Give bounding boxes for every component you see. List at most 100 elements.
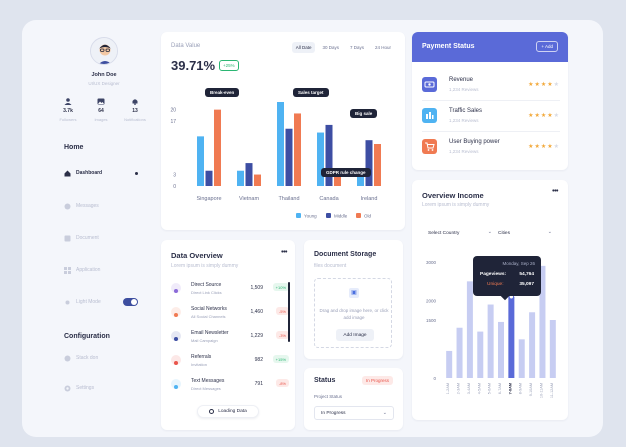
bar	[549, 320, 556, 378]
list-item[interactable]: Email Newsletter Mail Campaign 1,229 -3%	[171, 328, 289, 348]
legend-label: Middle	[334, 214, 348, 219]
bar	[317, 132, 324, 186]
mail-icon	[171, 331, 181, 341]
bar	[285, 128, 293, 186]
add-image-button[interactable]: Add Image	[336, 329, 374, 341]
bar	[456, 327, 463, 378]
avatar[interactable]	[90, 37, 118, 65]
message-icon	[171, 379, 181, 389]
nav-item-settings[interactable]: Settings	[64, 382, 154, 394]
stat-images: 64 Images	[86, 98, 116, 122]
y-tick-label: 20	[170, 108, 176, 114]
loading-data-button[interactable]: Loading Data	[197, 405, 259, 418]
list-item[interactable]: Direct Source Direct Link Clicks 1,509 +10%	[171, 280, 289, 300]
money-icon	[422, 77, 437, 92]
nav-item-stack[interactable]: Stack don	[64, 352, 154, 364]
stack-icon	[64, 355, 71, 362]
bar	[466, 281, 473, 378]
cities-select[interactable]: Cities ⌄	[498, 229, 552, 236]
bar	[277, 102, 284, 186]
x-tick-label: 5-6AM	[488, 383, 492, 394]
nav-item-light-mode[interactable]: Light Mode	[64, 296, 154, 308]
filter-7-days[interactable]: 7 Days	[349, 45, 364, 50]
project-status-select[interactable]: In Progress ⌄	[314, 406, 394, 420]
x-tick-label: 10-11AM	[539, 383, 543, 398]
document-storage-subtitle: files document	[314, 263, 347, 269]
list-item[interactable]: Social Networks All Social Channels 1,460-…	[171, 304, 289, 324]
filter-30-days[interactable]: 30 Days	[322, 45, 339, 50]
user-role: UI/UX Designer	[88, 81, 120, 86]
more-options-icon[interactable]: •••	[281, 249, 287, 256]
status-card: Status In Progress Project Status In Pro…	[304, 368, 403, 430]
y-tick-label: 2000	[426, 299, 437, 304]
list-item[interactable]: Text Messages Direct Messages 791 -8%	[171, 376, 289, 396]
active-indicator	[135, 171, 138, 175]
link-icon	[171, 283, 181, 293]
grid-icon	[64, 266, 71, 274]
bar	[374, 144, 381, 186]
chevron-down-icon: ⌄	[487, 229, 492, 235]
rating-stars: ★★★★★	[528, 113, 560, 119]
image-dropzone[interactable]: ▣ Drag and drop image here, or click add…	[314, 278, 392, 348]
x-tick-label: Ireland	[361, 196, 378, 202]
legend-swatch	[296, 213, 301, 218]
users-icon	[171, 355, 181, 365]
bar	[446, 350, 453, 378]
message-icon	[64, 203, 71, 210]
bar	[294, 113, 301, 186]
bar	[518, 339, 525, 378]
payment-row-revenue[interactable]: Revenue 1,234 Reviews ★★★★★	[422, 75, 560, 95]
document-storage-title: Document Storage	[314, 251, 377, 258]
bar	[237, 170, 244, 186]
bar	[205, 170, 213, 186]
list-item[interactable]: Referrals Invitation 982 +15%	[171, 352, 289, 372]
x-tick-label: 8-9AM	[519, 383, 523, 394]
bar	[508, 296, 515, 378]
x-tick-label: 11-12AM	[550, 383, 554, 398]
filter-all-date[interactable]: All Date	[291, 42, 316, 53]
legend-swatch	[326, 213, 331, 218]
payment-status-card: Payment Status + Add Revenue 1,234 Revie…	[412, 32, 568, 170]
nav-item-application[interactable]: Application	[64, 264, 154, 276]
nav-item-document[interactable]: Document	[64, 232, 154, 244]
building-icon	[422, 108, 437, 123]
date-filter-group: All Date 30 Days 7 Days 24 Hour	[291, 42, 395, 53]
x-tick-label: Singapore	[196, 196, 221, 202]
status-title: Status	[314, 377, 336, 384]
overview-income-card: Overview Income ••• Lorem ipsum is simpl…	[412, 180, 568, 420]
data-value-number: 39.71%	[171, 58, 216, 73]
light-mode-toggle[interactable]	[123, 298, 138, 306]
add-payment-button[interactable]: + Add	[536, 41, 558, 52]
divider	[422, 131, 560, 132]
home-icon	[64, 170, 71, 177]
payment-row-user-buying-power[interactable]: User Buying power 1,234 Reviews ★★★★★	[422, 137, 560, 157]
bar	[254, 174, 261, 186]
scrollbar[interactable]	[288, 282, 290, 342]
stat-notifications: 13 Notifications	[120, 98, 150, 122]
sun-icon	[64, 299, 71, 306]
rating-stars: ★★★★★	[528, 82, 560, 88]
chevron-down-icon: ⌄	[382, 410, 387, 416]
more-options-icon[interactable]: •••	[552, 188, 558, 195]
country-select[interactable]: Select Country ⌄	[428, 229, 492, 236]
user-name[interactable]: John Doe	[91, 72, 117, 78]
x-tick-label: 9-10AM	[529, 383, 533, 396]
legend-swatch	[356, 213, 361, 218]
share-icon	[171, 307, 181, 317]
nav-item-messages[interactable]: Messages	[64, 200, 154, 212]
bar	[245, 163, 253, 186]
data-value-change-badge: +25%	[219, 60, 239, 71]
document-icon	[64, 235, 71, 242]
nav-item-dashboard[interactable]: Dashboard	[64, 167, 154, 179]
bar	[498, 321, 504, 378]
filter-24-hour[interactable]: 24 Hour	[374, 45, 391, 50]
change-badge: -5%	[275, 307, 289, 315]
data-overview-subtitle: Lorem ipsum is simply dummy	[171, 263, 239, 269]
data-overview-card: Data Overview ••• Lorem ipsum is simply …	[161, 240, 295, 430]
payment-row-traffic-sales[interactable]: Traffic Sales 1,234 Reviews ★★★★★	[422, 106, 560, 126]
image-icon	[97, 98, 105, 105]
status-badge: In Progress	[361, 376, 393, 385]
loading-icon	[209, 409, 215, 414]
x-tick-label: 3-4AM	[467, 383, 471, 394]
bar	[487, 304, 494, 378]
